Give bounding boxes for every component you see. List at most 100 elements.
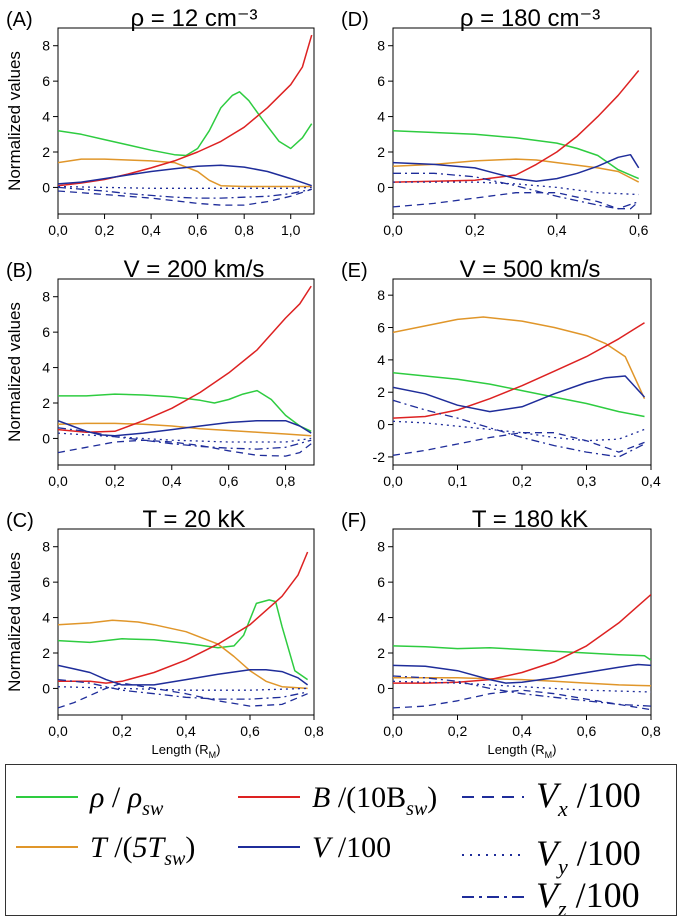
x-tick-label: 0,0 xyxy=(48,473,68,489)
legend-label: Vy /100 xyxy=(536,833,641,879)
plot-frame xyxy=(392,528,652,716)
series-rho xyxy=(393,645,651,661)
x-tick-label: 0,4 xyxy=(162,473,182,489)
y-tick-label: 8 xyxy=(42,539,50,555)
figure-panels: 0 2 4 6 8 0,0 0,2 0,4 0,6 0,8 1,0 (A) ρ = 12 cm⁻³ Nor… xyxy=(5,5,661,760)
y-axis-label: Normalized values xyxy=(5,51,24,191)
panel-label: (D) xyxy=(341,9,369,31)
plot-frame xyxy=(57,278,315,466)
legend-label: Vz /100 xyxy=(536,875,640,915)
panel-label: (C) xyxy=(6,510,34,532)
panel-title: T = 180 kK xyxy=(472,506,588,533)
legend-item-Vy: Vy /100 xyxy=(462,833,641,879)
panel-title: V = 200 km/s xyxy=(124,256,265,283)
y-tick-label: 6 xyxy=(377,574,385,590)
series-Vz xyxy=(393,172,639,210)
x-tick-label: 0,0 xyxy=(383,222,403,238)
y-tick-label: 0 xyxy=(42,680,50,696)
series-V xyxy=(58,664,309,686)
y-tick-label: 0 xyxy=(377,417,385,433)
panel-label: (E) xyxy=(341,260,368,282)
y-tick-label: 4 xyxy=(42,109,50,125)
y-tick-label: 8 xyxy=(42,38,50,54)
y-tick-label: 2 xyxy=(42,395,50,411)
x-tick-label: 0,6 xyxy=(629,222,649,238)
legend-item-rho: ρ / ρsw xyxy=(16,781,164,820)
legend-item-Vx: Vx /100 xyxy=(462,775,641,821)
plot-frame xyxy=(57,27,315,215)
series-Vx xyxy=(393,192,640,210)
plot-frame xyxy=(392,27,652,215)
x-tick-label: 0,2 xyxy=(465,222,485,238)
x-tick-label: 0,2 xyxy=(112,723,132,739)
series-Vy xyxy=(58,686,308,691)
y-tick-label: 6 xyxy=(377,73,385,89)
legend-label: V /100 xyxy=(312,831,391,864)
series-Vy xyxy=(58,185,312,189)
y-axis-label: Normalized values xyxy=(5,552,24,692)
x-axis-label: Length (RM) xyxy=(488,742,557,760)
series-B xyxy=(58,551,309,684)
panel-label: (F) xyxy=(341,510,367,532)
series-V xyxy=(393,375,646,413)
legend-label: B /(10Bsw) xyxy=(312,781,437,820)
panel-d: 0 2 4 6 8 0,0 0,2 0,4 0,6 (D) ρ = 180 cm⁻³ xyxy=(341,5,652,238)
series-Vx xyxy=(393,432,645,456)
y-tick-label: 2 xyxy=(377,645,385,661)
x-tick-label: 0,2 xyxy=(95,222,115,238)
y-tick-label: 4 xyxy=(42,610,50,626)
x-axis-label: Length (RM) xyxy=(152,742,221,760)
y-tick-label: 2 xyxy=(42,645,50,661)
y-tick-label: 4 xyxy=(42,360,50,376)
y-tick-label: 8 xyxy=(377,38,385,54)
series-Vx xyxy=(58,682,308,709)
series-rho xyxy=(393,129,639,180)
panel-a: 0 2 4 6 8 0,0 0,2 0,4 0,6 0,8 1,0 (A) ρ = 12 cm⁻³ Nor… xyxy=(5,5,315,238)
y-tick-label: 8 xyxy=(377,539,385,555)
y-tick-label: 8 xyxy=(42,289,50,305)
x-tick-label: 0,4 xyxy=(547,222,567,238)
series-T xyxy=(58,619,308,690)
x-tick-label: 0,0 xyxy=(48,723,68,739)
series-Vz xyxy=(58,427,312,450)
legend-item-Vz: Vz /100 xyxy=(462,875,640,921)
legend-svg: ρ / ρsw B /(10Bsw) Vx /100 T /(5Tsw) V /100 V… xyxy=(16,775,641,921)
series-rho xyxy=(58,389,312,432)
x-tick-label: 0,4 xyxy=(176,723,196,739)
y-tick-label: 2 xyxy=(377,144,385,160)
panel-title: ρ = 180 cm⁻³ xyxy=(460,5,600,32)
x-tick-label: 0,4 xyxy=(641,473,661,489)
y-tick-label: 4 xyxy=(377,610,385,626)
series-T xyxy=(393,158,640,183)
legend-item-T: T /(5Tsw) xyxy=(16,831,195,870)
x-tick-label: 0,6 xyxy=(577,723,597,739)
series-Vz xyxy=(58,678,308,700)
x-tick-label: 0,0 xyxy=(383,473,403,489)
y-tick-label: 6 xyxy=(42,574,50,590)
x-tick-label: 0,1 xyxy=(448,473,468,489)
series-rho xyxy=(58,91,313,157)
series-Vy xyxy=(393,680,651,693)
x-tick-label: 0,8 xyxy=(641,723,661,739)
x-tick-label: 0,8 xyxy=(276,473,296,489)
series-T xyxy=(58,158,312,188)
x-tick-label: 0,4 xyxy=(141,222,161,238)
legend-label: ρ / ρsw xyxy=(89,781,164,820)
panel-f: 0 2 4 6 8 0,0 0,2 0,4 0,6 0,8 (F) T = 180 kK Length … xyxy=(341,506,661,760)
y-tick-label: 4 xyxy=(377,352,385,368)
series-Vy xyxy=(393,181,639,196)
x-tick-label: 0,8 xyxy=(304,723,324,739)
series-B xyxy=(393,70,640,183)
series-B xyxy=(393,593,651,684)
panel-title: ρ = 12 cm⁻³ xyxy=(130,5,257,32)
series-T xyxy=(393,316,646,400)
series-Vx xyxy=(58,188,312,206)
x-tick-label: 0,6 xyxy=(240,723,260,739)
x-tick-label: 0,2 xyxy=(448,723,468,739)
y-tick-label: 2 xyxy=(377,384,385,400)
series-B xyxy=(58,285,312,433)
panel-label: (B) xyxy=(6,260,33,282)
series-rho xyxy=(393,372,645,418)
panel-title: T = 20 kK xyxy=(143,506,246,533)
series-Vx xyxy=(58,439,312,457)
